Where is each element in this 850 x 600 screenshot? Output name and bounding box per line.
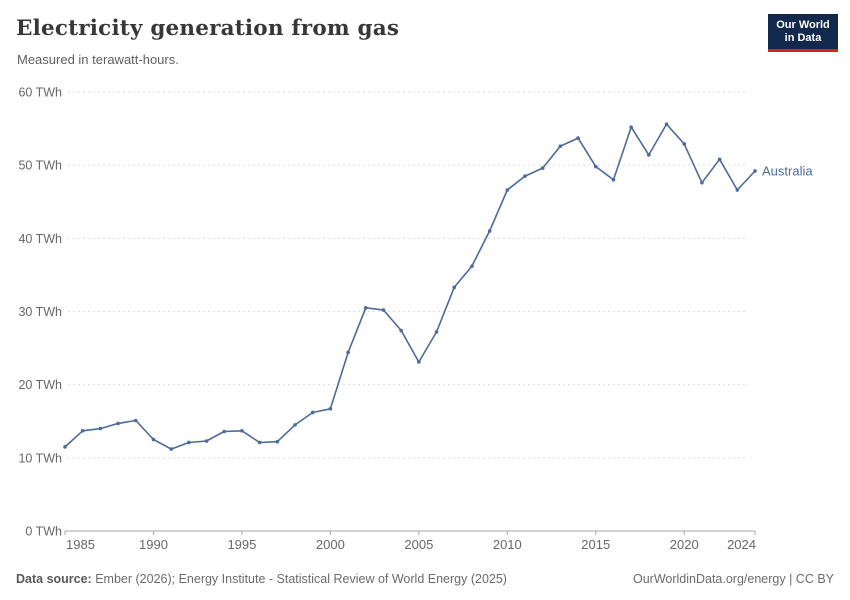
- page-title: Electricity generation from gas: [16, 16, 400, 41]
- data-point[interactable]: [399, 328, 403, 333]
- data-point[interactable]: [452, 285, 457, 290]
- data-point[interactable]: [682, 142, 687, 146]
- data-line[interactable]: [64, 123, 756, 450]
- data-point[interactable]: [222, 429, 227, 434]
- y-tick-label: 0 TWh: [25, 525, 62, 539]
- x-tick-label: 2024: [727, 537, 756, 552]
- data-point[interactable]: [204, 439, 209, 443]
- data-point[interactable]: [558, 144, 563, 148]
- data-point[interactable]: [629, 125, 633, 129]
- chart-footer: Data source: Ember (2026); Energy Instit…: [16, 572, 834, 586]
- x-tick-label: 2000: [316, 537, 345, 552]
- chart-subtitle: Measured in terawatt-hours.: [17, 52, 179, 67]
- data-point[interactable]: [381, 308, 386, 312]
- data-point[interactable]: [417, 360, 421, 364]
- data-point[interactable]: [576, 136, 580, 140]
- data-point[interactable]: [611, 178, 616, 182]
- data-point[interactable]: [116, 421, 120, 426]
- data-point[interactable]: [717, 157, 722, 162]
- data-point[interactable]: [540, 166, 545, 170]
- x-tick-label: 1995: [227, 537, 256, 552]
- data-point[interactable]: [700, 180, 704, 185]
- data-point[interactable]: [328, 407, 333, 411]
- data-source-text: Ember (2026); Energy Institute - Statist…: [91, 572, 507, 586]
- data-point[interactable]: [187, 440, 191, 445]
- data-point[interactable]: [257, 440, 262, 445]
- data-point[interactable]: [735, 188, 740, 192]
- data-point[interactable]: [293, 423, 297, 427]
- owid-logo-line1: Our World: [776, 19, 830, 31]
- owid-logo[interactable]: Our World in Data: [768, 14, 838, 52]
- data-source-label: Data source:: [16, 572, 92, 586]
- y-tick-label: 20 TWh: [18, 378, 62, 392]
- data-point[interactable]: [98, 426, 103, 431]
- data-point[interactable]: [133, 418, 138, 423]
- data-point[interactable]: [664, 122, 669, 126]
- data-point[interactable]: [151, 437, 156, 442]
- data-point[interactable]: [753, 169, 757, 173]
- data-point[interactable]: [240, 428, 244, 433]
- x-tick-label: 2010: [493, 537, 522, 552]
- x-tick-label: 2015: [581, 537, 610, 552]
- x-tick-label: 2020: [670, 537, 699, 552]
- data-point[interactable]: [487, 229, 492, 233]
- data-point[interactable]: [346, 350, 350, 355]
- data-point[interactable]: [647, 153, 651, 157]
- y-tick-label: 50 TWh: [18, 159, 62, 173]
- y-tick-label: 40 TWh: [18, 232, 62, 246]
- data-point[interactable]: [523, 174, 527, 178]
- data-point[interactable]: [434, 330, 439, 334]
- owid-logo-line2: in Data: [784, 32, 822, 44]
- data-point[interactable]: [593, 164, 598, 169]
- data-point[interactable]: [169, 447, 173, 451]
- data-source-note: Data source: Ember (2026); Energy Instit…: [16, 572, 507, 586]
- series-end-label[interactable]: Australia: [762, 164, 813, 179]
- license-text: OurWorldinData.org/energy | CC BY: [632, 572, 834, 586]
- series-australia[interactable]: Australia: [63, 122, 813, 451]
- data-point[interactable]: [63, 445, 67, 449]
- data-point[interactable]: [505, 188, 510, 192]
- license-note[interactable]: OurWorldinData.org/energy | CC BY: [633, 572, 834, 586]
- data-point[interactable]: [310, 410, 315, 415]
- y-tick-label: 30 TWh: [18, 305, 62, 319]
- y-tick-label: 60 TWh: [18, 86, 62, 100]
- data-point[interactable]: [363, 306, 368, 310]
- data-point[interactable]: [275, 439, 280, 444]
- data-point[interactable]: [470, 264, 474, 268]
- y-tick-label: 10 TWh: [18, 451, 62, 465]
- x-tick-label: 1985: [66, 537, 95, 552]
- x-tick-label: 2005: [404, 537, 433, 552]
- data-point[interactable]: [80, 428, 85, 433]
- x-tick-label: 1990: [139, 537, 168, 552]
